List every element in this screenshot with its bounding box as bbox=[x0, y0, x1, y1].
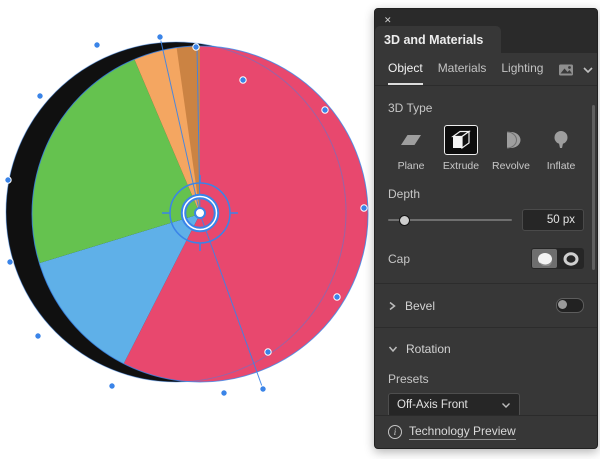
technology-preview-link[interactable]: Technology Preview bbox=[409, 424, 516, 440]
cap-hollow-button[interactable] bbox=[558, 249, 583, 268]
panel-footer: i Technology Preview bbox=[375, 415, 597, 448]
rotation-section-header[interactable]: Rotation bbox=[388, 342, 584, 356]
divider bbox=[375, 283, 597, 284]
tab-bar: Object Materials Lighting bbox=[375, 53, 597, 86]
selection-edge-line bbox=[159, 36, 201, 215]
panel-title[interactable]: 3D and Materials bbox=[375, 26, 502, 53]
cap-solid-button[interactable] bbox=[532, 249, 557, 268]
type-extrude-label: Extrude bbox=[442, 160, 480, 172]
type-plane-label: Plane bbox=[397, 160, 425, 172]
cap-solid-icon bbox=[537, 252, 552, 266]
plane-icon bbox=[401, 135, 421, 145]
chevron-down-icon[interactable] bbox=[582, 66, 594, 74]
presets-dropdown[interactable]: Off-Axis Front bbox=[388, 393, 520, 415]
3d-type-label: 3D Type bbox=[388, 101, 433, 115]
info-icon[interactable]: i bbox=[388, 425, 402, 439]
close-icon[interactable]: ✕ bbox=[384, 15, 392, 25]
anchor-point[interactable] bbox=[4, 176, 12, 184]
anchor-point[interactable] bbox=[264, 348, 272, 356]
depth-label: Depth bbox=[388, 187, 421, 201]
anchor-point[interactable] bbox=[156, 33, 164, 41]
anchor-point[interactable] bbox=[34, 332, 42, 340]
selection-overlay bbox=[4, 33, 369, 397]
cap-label: Cap bbox=[388, 251, 411, 266]
pie-slice-blue[interactable] bbox=[39, 214, 200, 364]
cap-control: Cap bbox=[388, 248, 584, 269]
cap-hollow-icon bbox=[563, 251, 578, 266]
tab-object[interactable]: Object bbox=[388, 61, 423, 85]
anchor-points bbox=[4, 33, 368, 397]
3d-rotation-widget[interactable] bbox=[162, 175, 238, 251]
depth-slider[interactable] bbox=[388, 213, 512, 227]
artboard[interactable] bbox=[0, 0, 374, 459]
extrude-icon bbox=[451, 130, 471, 150]
selection-outline-front bbox=[31, 45, 369, 383]
3d-type-options: Plane Extrude Revolve bbox=[388, 125, 584, 172]
slider-knob[interactable] bbox=[399, 215, 411, 226]
anchor-point[interactable] bbox=[220, 389, 228, 397]
pie-artwork bbox=[4, 33, 369, 397]
type-inflate-button[interactable]: Inflate bbox=[538, 125, 584, 172]
type-extrude-button[interactable]: Extrude bbox=[438, 125, 484, 172]
type-plane-button[interactable]: Plane bbox=[388, 125, 434, 172]
widget-inner-ring-highlight bbox=[182, 195, 218, 231]
type-revolve-label: Revolve bbox=[492, 160, 530, 172]
render-settings-icon[interactable] bbox=[558, 63, 575, 77]
pie-chart bbox=[31, 45, 368, 382]
chevron-down-icon bbox=[502, 402, 510, 408]
inflate-icon bbox=[554, 131, 568, 148]
anchor-point[interactable] bbox=[6, 258, 14, 266]
3d-materials-panel: ✕ 3D and Materials Object Materials Ligh… bbox=[374, 8, 598, 449]
anchor-point[interactable] bbox=[360, 204, 368, 212]
anchor-point[interactable] bbox=[93, 41, 101, 49]
chevron-down-icon[interactable] bbox=[388, 345, 398, 353]
pie-slice-orange[interactable] bbox=[134, 46, 200, 214]
selection-edge-line bbox=[196, 45, 201, 215]
tab-materials[interactable]: Materials bbox=[437, 61, 487, 75]
type-revolve-button[interactable]: Revolve bbox=[488, 125, 534, 172]
anchor-point[interactable] bbox=[239, 76, 247, 84]
presets-value: Off-Axis Front bbox=[397, 399, 468, 411]
slider-track bbox=[388, 219, 512, 221]
rotation-label: Rotation bbox=[406, 342, 451, 356]
widget-center-dot[interactable] bbox=[194, 207, 206, 219]
bevel-section[interactable]: Bevel bbox=[388, 298, 584, 313]
anchor-point[interactable] bbox=[108, 382, 116, 390]
scrollbar[interactable] bbox=[592, 105, 595, 270]
panel-content: 3D Type Plane Extrude bbox=[375, 86, 597, 415]
pie-slice-shading bbox=[176, 45, 200, 214]
depth-control: 50 px bbox=[388, 209, 584, 231]
anchor-point[interactable] bbox=[192, 43, 200, 51]
pie-slice-green[interactable] bbox=[31, 59, 200, 264]
anchor-point[interactable] bbox=[259, 385, 267, 393]
type-inflate-label: Inflate bbox=[546, 160, 576, 172]
revolve-icon bbox=[506, 131, 521, 149]
toggle-knob bbox=[558, 300, 567, 309]
depth-value-field[interactable]: 50 px bbox=[522, 209, 584, 231]
chevron-right-icon[interactable] bbox=[388, 301, 396, 311]
bevel-label: Bevel bbox=[405, 298, 436, 313]
cap-buttons bbox=[531, 248, 584, 269]
selection-edge-line bbox=[199, 213, 264, 390]
bevel-toggle[interactable] bbox=[556, 298, 584, 313]
anchor-point[interactable] bbox=[321, 106, 329, 114]
presets-label: Presets bbox=[388, 372, 429, 386]
tab-lighting[interactable]: Lighting bbox=[501, 61, 544, 75]
pie-slice-pink[interactable] bbox=[123, 46, 368, 382]
tab-tools bbox=[558, 63, 594, 84]
divider bbox=[375, 327, 597, 328]
anchor-point[interactable] bbox=[36, 92, 44, 100]
selection-outline-back bbox=[5, 41, 347, 383]
panel-header: ✕ 3D and Materials bbox=[375, 9, 597, 53]
anchor-point[interactable] bbox=[333, 293, 341, 301]
